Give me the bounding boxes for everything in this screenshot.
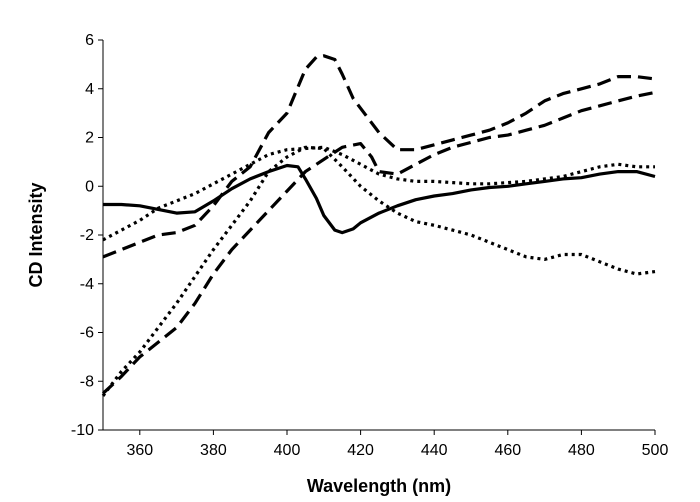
y-tick-label: -10 — [71, 422, 94, 439]
y-axis-title: CD Intensity — [26, 182, 46, 287]
x-tick-label: 360 — [126, 442, 153, 459]
y-tick-label: -6 — [80, 325, 94, 342]
y-tick-label: -8 — [80, 373, 94, 390]
axes — [102, 40, 655, 431]
x-tick-label: 500 — [642, 442, 669, 459]
x-tick-label: 400 — [274, 442, 301, 459]
y-tick-label: -2 — [80, 227, 94, 244]
series-line-5 — [101, 145, 656, 397]
x-tick-label: 440 — [421, 442, 448, 459]
y-tick-label: -4 — [80, 276, 94, 293]
series-line-1 — [103, 163, 656, 235]
series-line-4 — [102, 145, 655, 242]
y-tick-label: 4 — [85, 81, 94, 98]
axis-ticks: -10 -8 -6 -4 -2 0 2 4 6 360 380 400 420 440 460 480 500 — [71, 32, 669, 459]
x-tick-label: 460 — [494, 442, 521, 459]
series-line-2 — [102, 54, 656, 259]
x-axis-title: Wavelength (nm) — [307, 476, 451, 496]
x-tick-label: 480 — [568, 442, 595, 459]
x-tick-label: 380 — [200, 442, 227, 459]
y-tick-label: 2 — [85, 130, 94, 147]
plot-area — [101, 54, 656, 397]
y-tick-label: 0 — [85, 178, 94, 195]
y-tick-label: 6 — [85, 32, 94, 49]
series-line-3 — [101, 90, 656, 395]
x-tick-label: 420 — [347, 442, 374, 459]
